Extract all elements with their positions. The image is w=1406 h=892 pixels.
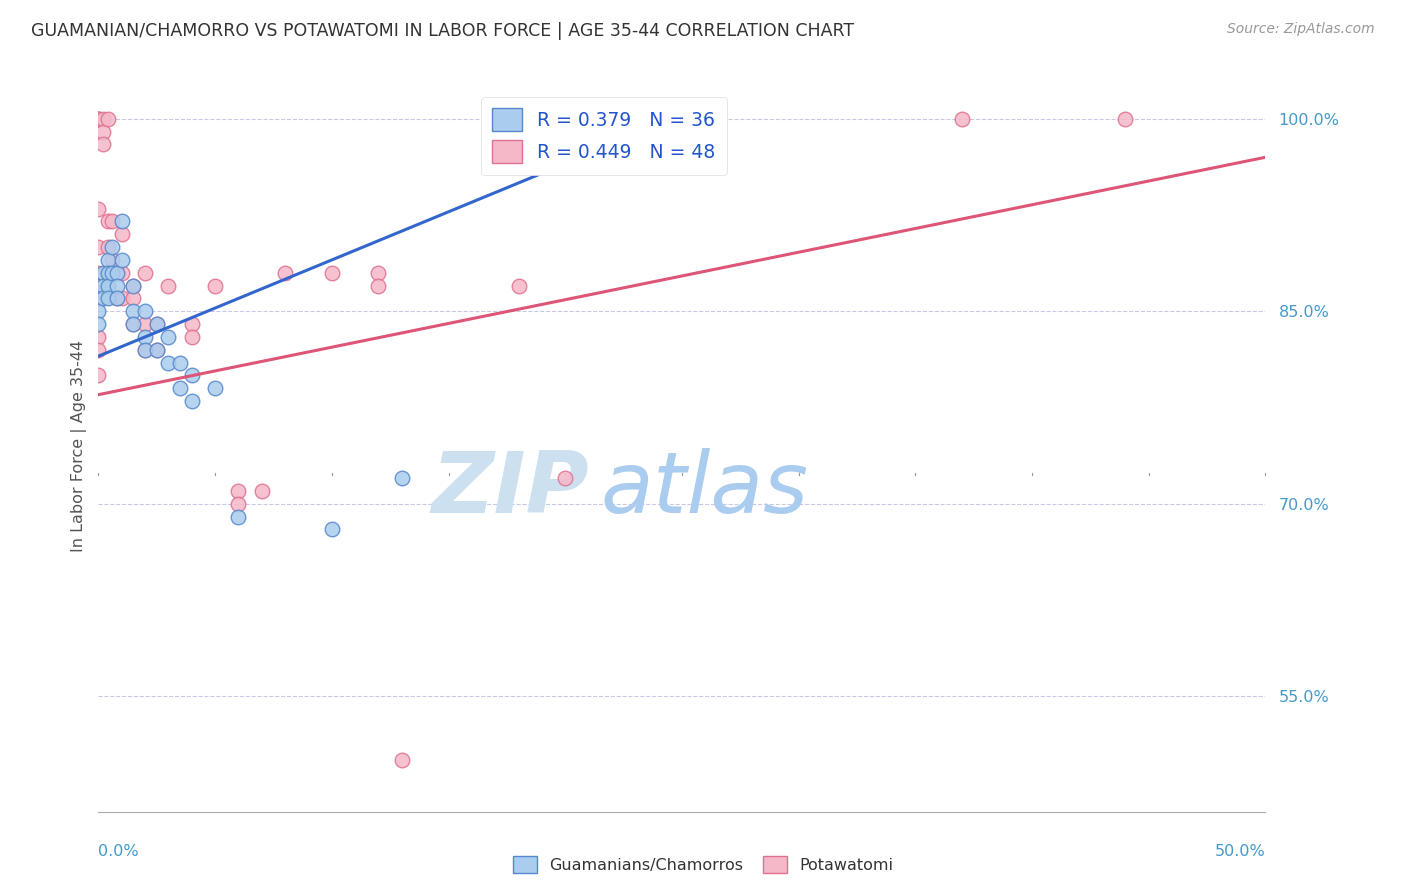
Point: [87, 240, 110, 254]
Text: GUAMANIAN/CHAMORRO VS POTAWATOMI IN LABOR FORCE | AGE 35-44 CORRELATION CHART: GUAMANIAN/CHAMORRO VS POTAWATOMI IN LABO…: [31, 22, 853, 40]
Point: [105, 266, 128, 280]
Point: [97, 240, 120, 254]
Point: [101, 266, 124, 280]
Text: ZIP: ZIP: [430, 449, 589, 532]
Point: [169, 355, 191, 369]
Point: [111, 266, 134, 280]
Point: [204, 278, 226, 293]
Point: [228, 509, 250, 524]
Point: [101, 214, 124, 228]
Point: [87, 317, 110, 331]
Point: [180, 330, 202, 344]
Point: [180, 394, 202, 409]
Y-axis label: In Labor Force | Age 35-44: In Labor Force | Age 35-44: [72, 340, 87, 552]
Point: [321, 266, 343, 280]
Point: [91, 292, 114, 306]
Point: [87, 278, 110, 293]
Point: [87, 278, 110, 293]
Point: [105, 278, 128, 293]
Point: [950, 112, 973, 126]
Point: [180, 368, 202, 383]
Point: [91, 266, 114, 280]
Point: [146, 343, 169, 357]
Point: [97, 266, 120, 280]
Point: [508, 278, 530, 293]
Point: [87, 112, 110, 126]
Point: [87, 202, 110, 216]
Text: 50.0%: 50.0%: [1215, 844, 1265, 859]
Point: [111, 252, 134, 267]
Point: [87, 343, 110, 357]
Point: [122, 278, 145, 293]
Point: [367, 278, 389, 293]
Point: [97, 214, 120, 228]
Point: [105, 292, 128, 306]
Point: [157, 330, 180, 344]
Point: [134, 330, 156, 344]
Point: [105, 266, 128, 280]
Point: [97, 112, 120, 126]
Point: [97, 292, 120, 306]
Point: [228, 483, 250, 498]
Point: [391, 471, 413, 485]
Legend: R = 0.379   N = 36, R = 0.449   N = 48: R = 0.379 N = 36, R = 0.449 N = 48: [481, 97, 727, 175]
Point: [111, 292, 134, 306]
Point: [111, 214, 134, 228]
Point: [87, 292, 110, 306]
Point: [134, 317, 156, 331]
Point: [87, 112, 110, 126]
Point: [367, 266, 389, 280]
Point: [122, 317, 145, 331]
Text: atlas: atlas: [600, 449, 808, 532]
Point: [97, 266, 120, 280]
Point: [274, 266, 297, 280]
Point: [1114, 112, 1136, 126]
Point: [146, 317, 169, 331]
Point: [87, 368, 110, 383]
Point: [146, 317, 169, 331]
Point: [321, 523, 343, 537]
Point: [91, 125, 114, 139]
Point: [91, 112, 114, 126]
Point: [101, 252, 124, 267]
Point: [157, 278, 180, 293]
Point: [146, 343, 169, 357]
Point: [101, 240, 124, 254]
Point: [122, 317, 145, 331]
Point: [391, 753, 413, 767]
Point: [228, 497, 250, 511]
Point: [554, 471, 576, 485]
Point: [134, 304, 156, 318]
Text: Source: ZipAtlas.com: Source: ZipAtlas.com: [1227, 22, 1375, 37]
Point: [97, 252, 120, 267]
Point: [134, 266, 156, 280]
Point: [134, 343, 156, 357]
Point: [122, 278, 145, 293]
Point: [157, 355, 180, 369]
Legend: Guamanians/Chamorros, Potawatomi: Guamanians/Chamorros, Potawatomi: [506, 849, 900, 880]
Text: 0.0%: 0.0%: [98, 844, 139, 859]
Point: [91, 278, 114, 293]
Point: [204, 381, 226, 395]
Point: [250, 483, 273, 498]
Point: [169, 381, 191, 395]
Point: [87, 330, 110, 344]
Point: [87, 266, 110, 280]
Point: [122, 304, 145, 318]
Point: [87, 112, 110, 126]
Point: [87, 304, 110, 318]
Point: [122, 292, 145, 306]
Point: [134, 343, 156, 357]
Point: [91, 137, 114, 152]
Point: [97, 278, 120, 293]
Point: [111, 227, 134, 242]
Point: [105, 292, 128, 306]
Point: [180, 317, 202, 331]
